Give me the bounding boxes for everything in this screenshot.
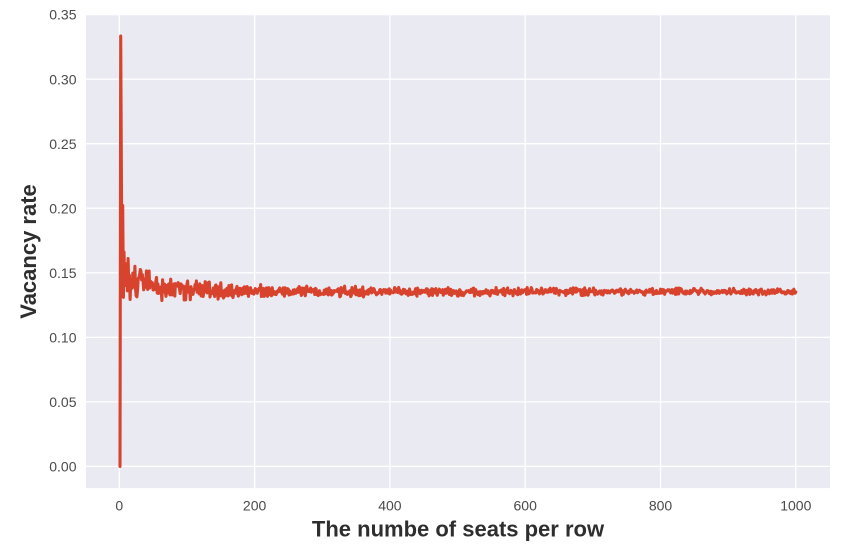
- svg-text:800: 800: [649, 498, 673, 514]
- svg-text:Vacancy rate: Vacancy rate: [16, 184, 41, 319]
- svg-text:0.15: 0.15: [49, 265, 76, 281]
- svg-text:400: 400: [378, 498, 402, 514]
- svg-text:0: 0: [115, 498, 123, 514]
- svg-text:0.20: 0.20: [49, 200, 76, 216]
- svg-text:0.25: 0.25: [49, 136, 76, 152]
- svg-text:600: 600: [514, 498, 538, 514]
- svg-text:1000: 1000: [780, 498, 811, 514]
- svg-text:The numbe of seats per row: The numbe of seats per row: [312, 517, 605, 542]
- svg-text:0.35: 0.35: [49, 7, 76, 23]
- svg-text:0.30: 0.30: [49, 71, 76, 87]
- svg-text:0.10: 0.10: [49, 330, 76, 346]
- svg-text:0.00: 0.00: [49, 459, 76, 475]
- svg-text:0.05: 0.05: [49, 394, 76, 410]
- svg-text:200: 200: [243, 498, 267, 514]
